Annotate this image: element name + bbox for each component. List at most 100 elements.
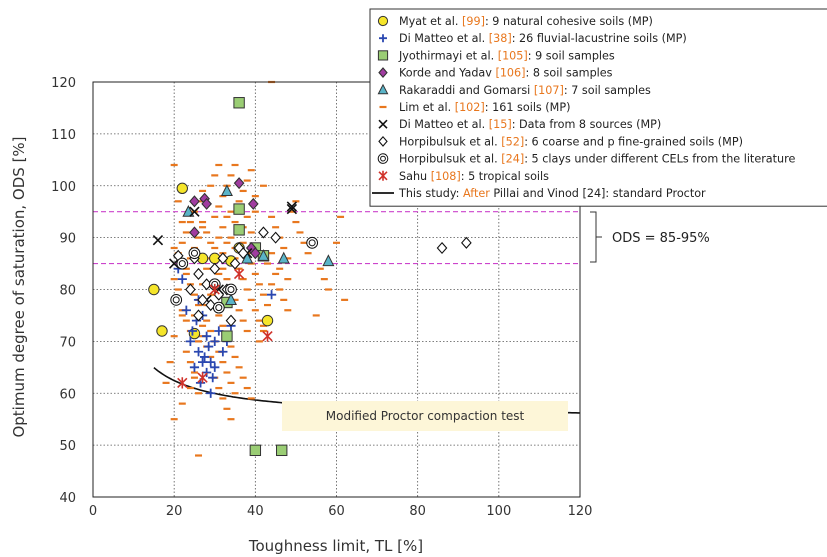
point-diamond-purple [189,226,200,239]
point-square-green [249,444,262,457]
point-plus [208,373,218,383]
point-x-black [152,235,164,246]
x-tick-label: 120 [568,504,593,519]
legend-ref: [24] [501,153,524,166]
legend-marker-triangle-cyan [377,83,389,95]
ods-bracket [590,211,602,263]
point-plus [187,326,198,336]
series-triangle-cyan [182,184,335,305]
legend-marker-asterisk-red [378,170,388,181]
y-tick-label: 120 [51,76,76,91]
point-square-green [221,330,233,342]
legend-text-rest: : Data from 8 sources (MP) [512,118,662,131]
y-tick-label: 50 [59,439,76,454]
ods-band-label: ODS = 85-95% [612,231,710,246]
y-axis-label: Optimum degree of saturation, ODS [%] [10,136,28,437]
x-tick-label: 60 [328,504,345,519]
point-plus [189,362,200,372]
legend-marker-diamond-purple [378,67,388,79]
point-x-black [286,203,298,215]
legend-text: Lim et al. [399,101,455,114]
point-square-green [233,203,245,215]
point-plus [266,290,277,300]
point-diamond-open [461,236,472,249]
legend-text: This study: [398,187,463,200]
point-double-circle-inner [178,260,186,268]
point-double-circle-inner [215,304,223,312]
y-tick-label: 110 [51,128,76,143]
legend-entry: Korde and Yadav [106]: 8 soil samples [399,67,613,80]
point-diamond-open [225,314,237,327]
point-plus [177,274,187,284]
point-diamond-open [193,309,204,322]
point-plus [202,331,212,341]
series-double-circle [170,236,319,314]
point-diamond-open [193,267,204,280]
y-tick-label: 80 [59,284,76,299]
y-tick-label: 70 [59,335,76,350]
legend-marker-double-circle [377,153,389,164]
point-asterisk-red [233,268,245,280]
point-triangle-cyan [257,249,270,261]
legend-entry: Horpibulsuk et al. [24]: 5 clays under d… [399,153,795,166]
point-diamond-purple [189,195,200,208]
point-diamond-open [229,257,241,270]
point-double-circle-outer [176,257,189,270]
point-plus [181,305,191,315]
point-diamond-purple [233,177,245,190]
legend-ref: [102] [455,101,485,114]
legend-text: Korde and Yadav [399,67,495,80]
point-double-circle-inner [172,296,180,304]
point-plus [202,367,212,378]
legend-text-rest: : 6 coarse and p fine-grained soils (MP) [524,135,743,148]
legend-entry: Jyothirmayi et al. [105]: 9 soil samples [398,49,615,62]
x-tick-label: 0 [89,504,97,519]
legend-text-rest: : 5 tropical soils [461,170,549,183]
point-circle-yellow [156,325,168,337]
series-dash-orange [162,80,349,457]
point-double-circle-outer [306,236,319,249]
point-circle-yellow [176,182,188,195]
legend-ref: [108] [431,170,461,183]
point-diamond-purple [201,197,212,210]
x-tick-label: 20 [166,504,183,519]
point-double-circle-inner [190,249,198,257]
point-plus [204,341,214,352]
series-asterisk-red [177,268,273,389]
series-diamond-purple [189,177,261,260]
modified-proctor-annotation: Modified Proctor compaction test [282,401,568,431]
point-x-black [189,206,200,217]
legend: Myat et al. [99]: 9 natural cohesive soi… [369,8,827,207]
point-asterisk-red [209,283,220,296]
point-triangle-cyan [220,184,233,197]
point-x-black [286,201,298,212]
point-double-circle-outer [188,247,201,260]
legend-marker-double-circle-inner [380,155,386,162]
annotation-box [282,401,568,431]
legend-marker-plus [379,34,387,43]
legend-text: Sahu [399,170,431,183]
point-diamond-open [270,231,281,244]
annotation-text: Modified Proctor compaction test [326,409,525,423]
point-circle-yellow [261,314,274,327]
point-double-circle [176,257,189,270]
x-tick-label: 40 [247,504,264,519]
legend-text-rest: Pillai and Vinod [24]: standard Proctor [490,187,706,200]
data-points [148,80,472,457]
point-plus [206,357,216,367]
x-tick-label: 100 [486,504,511,519]
legend-marker-x-black [378,119,388,129]
legend-text-rest: : 5 clays under different CELs from the … [524,153,795,166]
legend-ref: [38] [489,32,512,45]
y-tick-label: 40 [59,491,76,506]
point-double-circle-inner [308,239,316,247]
legend-text-rest: : 9 natural cohesive soils (MP) [485,15,653,28]
point-asterisk-red [177,377,188,389]
legend-marker-double-circle-outer [377,153,389,164]
legend-marker-square-green [377,50,389,61]
legend-text: Myat et al. [399,15,462,28]
legend-text: Di Matteo et al. [399,118,489,131]
point-plus [197,357,208,367]
point-asterisk-red [262,330,273,342]
point-diamond-open [436,241,448,255]
